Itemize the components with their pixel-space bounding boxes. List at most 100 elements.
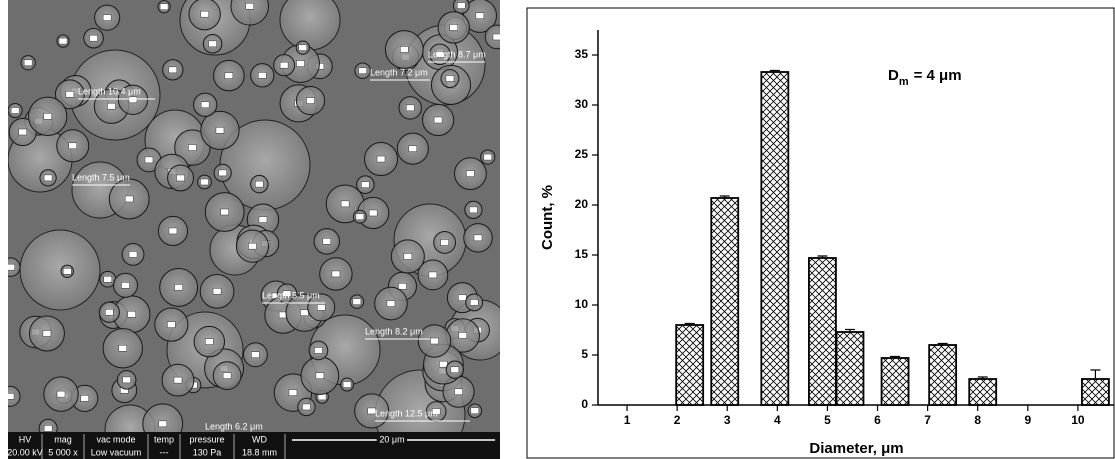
measurement-label: Length 7.5 μm — [72, 172, 130, 182]
particle-marker — [124, 195, 134, 203]
particle-marker — [122, 376, 131, 384]
error-bar — [684, 322, 695, 325]
particle-marker — [449, 24, 458, 31]
measurement-label: Length 5.5 μm — [262, 290, 320, 300]
particle-marker — [433, 116, 443, 124]
particle-marker — [43, 174, 53, 182]
y-tick-label: 35 — [575, 47, 589, 61]
particle-marker — [173, 376, 183, 384]
bar — [928, 344, 958, 406]
particle-marker — [168, 66, 178, 74]
particle-marker — [458, 332, 468, 339]
particle-marker — [361, 181, 370, 188]
particle-marker — [251, 351, 260, 359]
bar — [968, 378, 998, 406]
particle-marker — [107, 102, 116, 110]
particle-marker — [358, 67, 367, 74]
x-tick-label: 5 — [824, 413, 831, 427]
particle-marker — [430, 337, 439, 345]
x-tick-label: 4 — [774, 413, 781, 427]
annotation-subscript: m — [899, 76, 909, 88]
info-value: --- — [160, 447, 169, 457]
particle-marker — [405, 104, 415, 112]
particle-marker — [469, 206, 478, 214]
particle-marker — [80, 395, 89, 402]
y-tick-label: 30 — [575, 97, 589, 111]
error-bar — [844, 328, 855, 332]
particle-marker — [302, 403, 311, 411]
particle-marker — [475, 12, 485, 19]
chart-frame — [526, 7, 1115, 459]
particle — [484, 24, 500, 50]
measurement-label: Length 8.2 μm — [365, 326, 423, 336]
particle-marker — [386, 300, 396, 307]
info-header: WD — [252, 434, 267, 444]
particle-marker — [440, 239, 449, 246]
particle-marker — [400, 46, 409, 53]
particle-marker — [176, 174, 185, 182]
particle-marker — [200, 10, 209, 18]
particle-marker — [89, 34, 98, 42]
particle-marker — [300, 309, 309, 316]
info-header: temp — [154, 434, 174, 444]
x-tick-label: 2 — [674, 413, 681, 427]
particle-marker — [435, 51, 445, 58]
measurement-label: Length 10.4 μm — [78, 86, 141, 96]
particle-marker — [65, 91, 75, 98]
particle-marker — [466, 170, 475, 177]
particle-marker — [483, 153, 493, 161]
particle-marker — [43, 425, 53, 432]
particle-marker — [445, 75, 455, 82]
info-header: pressure — [189, 434, 224, 444]
bar — [760, 71, 790, 406]
y-tick-label: 25 — [575, 147, 589, 161]
info-header: HV — [19, 434, 32, 444]
particle-marker — [23, 59, 33, 67]
particle-marker — [355, 213, 365, 220]
particle-marker — [457, 2, 466, 9]
particle-marker — [103, 275, 113, 283]
particle-marker — [105, 308, 114, 316]
bar — [675, 324, 705, 406]
particle-marker — [218, 169, 227, 177]
particle-marker — [288, 389, 298, 396]
annotation-main: D — [888, 67, 899, 84]
particle-marker — [454, 388, 463, 396]
x-tick-label: 6 — [874, 413, 881, 427]
particle-marker — [458, 294, 467, 301]
particle-marker — [473, 234, 483, 242]
particle-marker — [42, 330, 52, 337]
particle-marker — [224, 72, 234, 79]
measurement-label: Length 8.7 μm — [428, 49, 486, 59]
particle-marker — [248, 242, 257, 250]
measurement-label: Length 6.2 μm — [205, 421, 263, 431]
particle-marker — [18, 128, 27, 136]
particle-marker — [144, 156, 154, 164]
particle-marker — [314, 347, 323, 354]
measurement-label: Length 12.5 μm — [375, 408, 438, 418]
particle-marker — [258, 216, 268, 223]
particle-marker — [439, 360, 448, 368]
particle-marker — [245, 3, 254, 10]
info-value: 130 Pa — [193, 447, 222, 457]
particle-marker — [128, 96, 138, 104]
particle-marker — [167, 321, 176, 328]
particle-marker — [398, 283, 407, 290]
info-value: 18.8 mm — [242, 447, 277, 457]
info-header: mag — [54, 434, 72, 444]
info-value: Low vacuum — [91, 447, 142, 457]
error-bar — [937, 342, 948, 345]
particle-marker — [470, 407, 480, 415]
particle-marker — [200, 101, 210, 109]
particle-marker — [8, 393, 15, 400]
bar — [880, 357, 910, 406]
x-tick-label: 1 — [624, 413, 631, 427]
particle-marker — [200, 178, 209, 186]
particle-marker — [322, 238, 332, 245]
bar — [808, 257, 837, 406]
y-tick-label: 5 — [581, 347, 588, 361]
particle-marker — [258, 72, 267, 79]
particle-marker — [212, 288, 222, 295]
